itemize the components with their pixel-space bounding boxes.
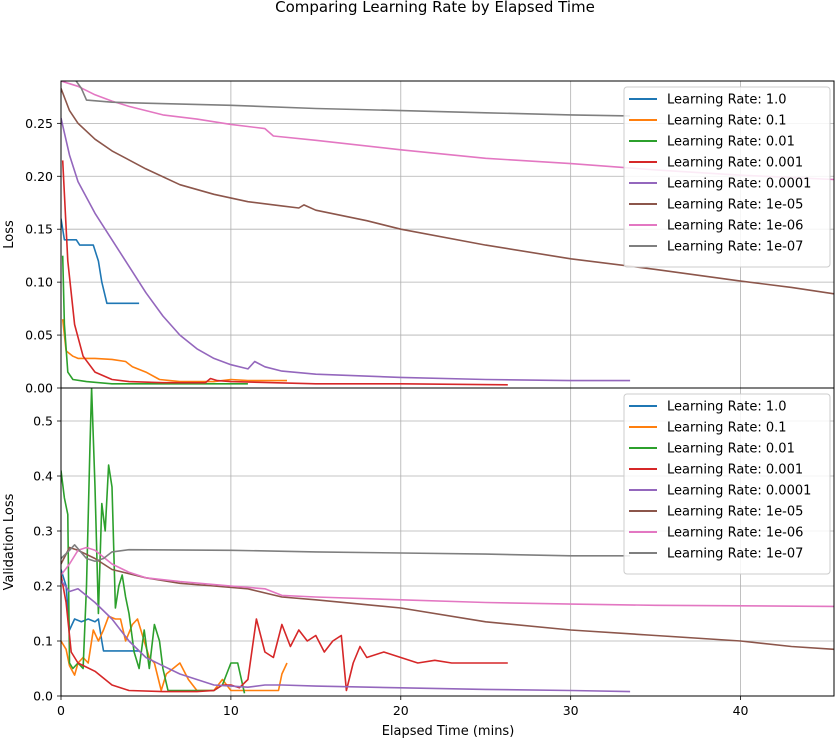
- legend-label-val-6: Learning Rate: 1e-06: [667, 526, 803, 541]
- legend-label-loss-1: Learning Rate: 0.1: [667, 114, 787, 129]
- y-tick-label-loss-5: 0.25: [25, 116, 53, 131]
- series-line-loss-0: [61, 218, 140, 305]
- legend-box-val: [623, 393, 831, 575]
- legend-label-loss-0: Learning Rate: 1.0: [667, 93, 787, 108]
- legend-label-loss-5: Learning Rate: 1e-05: [667, 198, 803, 213]
- series-group-loss: [61, 81, 834, 386]
- legend-label-val-5: Learning Rate: 1e-05: [667, 505, 803, 520]
- y-tick-label-loss-1: 0.05: [25, 328, 53, 343]
- y-tick-label-val-4: 0.4: [33, 469, 53, 484]
- series-line-loss-6: [61, 81, 834, 181]
- chart-title: Comparing Learning Rate by Elapsed Time: [275, 0, 595, 16]
- y-axis-label-val: Validation Loss: [2, 493, 17, 590]
- y-tick-label-loss-0: 0.00: [25, 381, 53, 396]
- series-line-loss-1: [61, 319, 287, 383]
- legend-label-loss-2: Learning Rate: 0.01: [667, 135, 795, 150]
- series-line-val-3: [61, 574, 508, 693]
- x-tick-label-3: 30: [563, 703, 579, 718]
- legend-loss: Learning Rate: 1.0 Learning Rate: 0.1 Lear…: [623, 86, 831, 268]
- panel-loss: 0.00 0.05 0.10 0.15 0.20 0.25 Loss Learning Rat…: [2, 80, 835, 396]
- y-tick-label-val-0: 0.0: [33, 689, 53, 704]
- series-line-val-7: [61, 544, 631, 563]
- series-line-val-1: [61, 615, 288, 692]
- y-tick-label-loss-4: 0.20: [25, 169, 53, 184]
- x-tick-label-0: 0: [57, 703, 65, 718]
- series-line-loss-3: [61, 160, 508, 386]
- legend-label-loss-6: Learning Rate: 1e-06: [667, 219, 803, 234]
- y-tick-label-val-1: 0.1: [33, 634, 53, 649]
- legend-label-val-0: Learning Rate: 1.0: [667, 400, 787, 415]
- panel-val: 0.0 0.1 0.2 0.3 0.4 0.5 Validation Loss 0 10 20 30…: [2, 387, 835, 718]
- legend-label-loss-4: Learning Rate: 0.0001: [667, 177, 811, 192]
- y-tick-label-val-3: 0.3: [33, 524, 53, 539]
- x-tick-label-1: 10: [223, 703, 239, 718]
- x-tick-label-4: 40: [733, 703, 749, 718]
- y-tick-label-loss-2: 0.10: [25, 275, 53, 290]
- x-tick-label-2: 20: [393, 703, 409, 718]
- series-line-val-5: [61, 546, 834, 651]
- series-group-val: [61, 388, 834, 694]
- legend-label-val-1: Learning Rate: 0.1: [667, 421, 787, 436]
- y-tick-label-val-2: 0.2: [33, 579, 53, 594]
- legend-label-val-4: Learning Rate: 0.0001: [667, 484, 811, 499]
- legend-val: Learning Rate: 1.0 Learning Rate: 0.1 Lear…: [623, 393, 831, 575]
- series-line-val-6: [61, 546, 834, 608]
- y-tick-label-val-5: 0.5: [33, 414, 53, 429]
- legend-box-loss: [623, 86, 831, 268]
- series-line-loss-7: [75, 81, 631, 117]
- legend-label-val-7: Learning Rate: 1e-07: [667, 547, 803, 562]
- legend-label-loss-3: Learning Rate: 0.001: [667, 156, 803, 171]
- x-axis-label: Elapsed Time (mins): [382, 724, 515, 739]
- y-tick-label-loss-3: 0.15: [25, 222, 53, 237]
- series-line-loss-2: [61, 255, 248, 385]
- axes-frame-val: [60, 387, 835, 697]
- series-line-val-4: [61, 580, 631, 693]
- series-line-val-2: [61, 388, 246, 694]
- legend-label-val-3: Learning Rate: 0.001: [667, 463, 803, 478]
- series-line-loss-4: [61, 117, 631, 382]
- legend-label-val-2: Learning Rate: 0.01: [667, 442, 795, 457]
- legend-label-loss-7: Learning Rate: 1e-07: [667, 240, 803, 255]
- y-axis-label-loss: Loss: [2, 220, 17, 249]
